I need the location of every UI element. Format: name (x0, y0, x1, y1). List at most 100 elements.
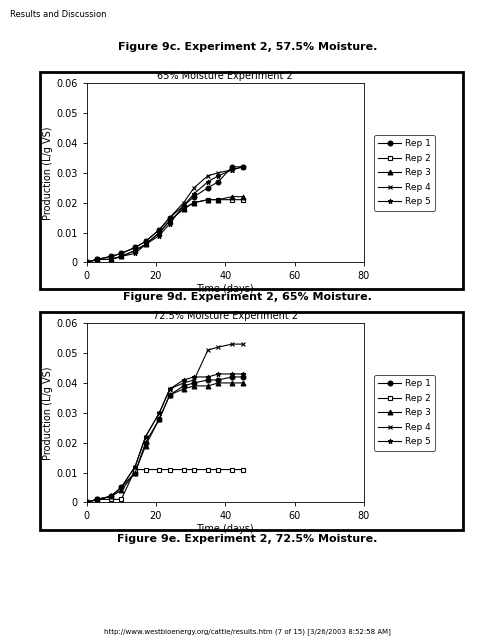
Rep 5 (143, 241, 148, 248)
Rep 3 (240, 379, 246, 387)
Rep 5 (167, 385, 173, 393)
Rep 2 (118, 253, 124, 260)
Rep 1 (191, 193, 197, 200)
Rep 2 (143, 241, 148, 248)
Rep 4 (191, 184, 197, 191)
Rep 1 (167, 214, 173, 221)
Rep 4 (215, 343, 221, 351)
Rep 4 (108, 493, 114, 500)
Rep 4 (132, 244, 138, 252)
Rep 5 (240, 370, 246, 378)
Rep 3 (167, 391, 173, 399)
Rep 2 (132, 466, 138, 474)
Rep 1 (132, 244, 138, 252)
Rep 4 (84, 499, 90, 506)
Y-axis label: Production (L/g VS): Production (L/g VS) (44, 366, 53, 460)
Y-axis label: Production (L/g VS): Production (L/g VS) (44, 126, 53, 220)
Line: Rep 4: Rep 4 (84, 164, 245, 265)
Rep 4 (240, 163, 246, 171)
Rep 4 (167, 214, 173, 221)
Rep 1 (240, 163, 246, 171)
Rep 5 (132, 463, 138, 470)
Rep 2 (118, 495, 124, 503)
Rep 2 (229, 196, 235, 204)
Rep 4 (143, 433, 148, 440)
Rep 2 (84, 259, 90, 266)
Rep 3 (215, 196, 221, 204)
Rep 5 (181, 376, 187, 384)
Rep 1 (108, 493, 114, 500)
Rep 1 (215, 376, 221, 384)
Rep 1 (156, 415, 162, 422)
Line: Rep 3: Rep 3 (84, 195, 245, 265)
Rep 3 (156, 228, 162, 236)
Rep 4 (84, 259, 90, 266)
Rep 5 (118, 484, 124, 492)
Text: Results and Discussion: Results and Discussion (10, 10, 106, 19)
Rep 3 (84, 259, 90, 266)
Text: Figure 9d. Experiment 2, 65% Moisture.: Figure 9d. Experiment 2, 65% Moisture. (123, 292, 372, 303)
Rep 5 (143, 433, 148, 440)
Rep 3 (132, 468, 138, 476)
Rep 1 (240, 373, 246, 381)
Rep 1 (205, 376, 211, 384)
Rep 3 (191, 382, 197, 390)
Rep 5 (94, 255, 100, 263)
Text: Figure 9e. Experiment 2, 72.5% Moisture.: Figure 9e. Experiment 2, 72.5% Moisture. (117, 534, 378, 545)
Rep 2 (205, 466, 211, 474)
Rep 5 (84, 499, 90, 506)
Rep 2 (191, 466, 197, 474)
Rep 2 (215, 196, 221, 204)
Rep 5 (84, 259, 90, 266)
Rep 4 (132, 463, 138, 470)
Rep 1 (143, 237, 148, 245)
Rep 3 (167, 217, 173, 225)
Rep 1 (118, 250, 124, 257)
Rep 2 (108, 255, 114, 263)
Rep 4 (191, 376, 197, 384)
Rep 3 (143, 442, 148, 449)
Rep 1 (84, 259, 90, 266)
Rep 1 (118, 484, 124, 492)
Line: Rep 1: Rep 1 (84, 374, 245, 505)
Rep 3 (156, 415, 162, 422)
Line: Rep 4: Rep 4 (84, 342, 245, 505)
Text: Figure 9c. Experiment 2, 57.5% Moisture.: Figure 9c. Experiment 2, 57.5% Moisture. (118, 42, 377, 52)
Rep 4 (143, 237, 148, 245)
Rep 2 (132, 246, 138, 254)
Rep 5 (94, 495, 100, 503)
Rep 5 (205, 178, 211, 186)
Rep 5 (229, 166, 235, 173)
Rep 2 (156, 466, 162, 474)
Rep 4 (205, 172, 211, 180)
Rep 2 (205, 196, 211, 204)
Rep 3 (108, 255, 114, 263)
Rep 5 (215, 370, 221, 378)
Line: Rep 2: Rep 2 (84, 197, 245, 265)
Rep 4 (181, 199, 187, 207)
Text: http://www.westbioenergy.org/cattle/results.htm (7 of 15) [3/26/2003 8:52:58 AM]: http://www.westbioenergy.org/cattle/resu… (104, 628, 391, 635)
Rep 3 (181, 385, 187, 393)
Rep 4 (108, 253, 114, 260)
Rep 1 (229, 163, 235, 171)
Rep 4 (229, 166, 235, 173)
Rep 2 (240, 466, 246, 474)
Rep 4 (205, 346, 211, 354)
Rep 5 (156, 232, 162, 239)
Rep 5 (108, 255, 114, 263)
Rep 3 (118, 253, 124, 260)
Rep 1 (84, 499, 90, 506)
Rep 1 (205, 184, 211, 191)
Rep 4 (215, 169, 221, 177)
Rep 3 (84, 499, 90, 506)
Rep 4 (156, 226, 162, 234)
Rep 3 (229, 379, 235, 387)
Rep 1 (108, 253, 114, 260)
Rep 4 (118, 250, 124, 257)
Rep 1 (94, 495, 100, 503)
X-axis label: Time (days): Time (days) (197, 284, 254, 294)
Rep 1 (229, 373, 235, 381)
Rep 2 (108, 495, 114, 503)
Rep 1 (132, 468, 138, 476)
Rep 3 (181, 205, 187, 212)
